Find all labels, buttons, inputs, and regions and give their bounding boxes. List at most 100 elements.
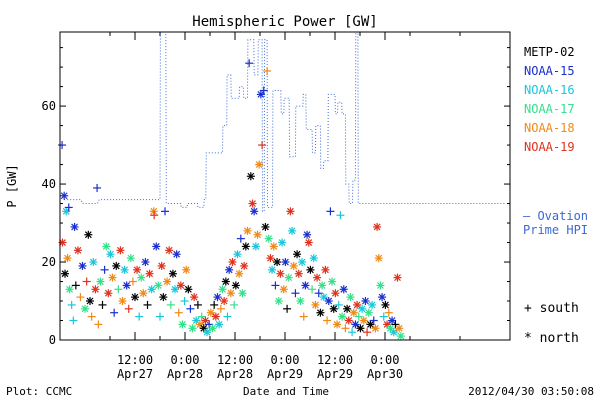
north-point — [104, 289, 113, 298]
north-point — [358, 304, 367, 313]
plot-source-label: Plot: CCMC — [6, 385, 72, 398]
y-tick-label: 60 — [42, 99, 56, 113]
north-point — [215, 320, 224, 329]
south-point — [67, 300, 76, 309]
north-point — [279, 285, 288, 294]
north-point — [116, 246, 125, 255]
north-point — [371, 324, 380, 333]
x-tick-date-label: Apr29 — [267, 367, 303, 381]
south-point — [100, 265, 109, 274]
north-point — [250, 207, 259, 216]
north-point — [201, 316, 210, 325]
north-point — [89, 258, 98, 267]
x-tick-date-label: Apr28 — [217, 367, 253, 381]
north-point — [298, 258, 307, 267]
x-tick-time-label: 12:00 — [317, 353, 353, 367]
x-tick-time-label: 12:00 — [117, 353, 153, 367]
north-point — [86, 297, 94, 306]
north-point — [208, 324, 217, 333]
north-point — [346, 293, 355, 302]
north-point — [324, 297, 333, 306]
north-point — [126, 254, 135, 263]
north-point — [286, 207, 295, 216]
north-point — [276, 269, 285, 278]
y-axis-label: P [GW] — [5, 164, 19, 207]
north-point — [141, 258, 150, 267]
north-point — [139, 289, 148, 298]
north-point — [163, 277, 172, 286]
south-point — [128, 277, 137, 286]
north-point — [393, 273, 402, 282]
north-point — [226, 289, 235, 298]
south-point — [369, 316, 378, 325]
north-point — [288, 226, 297, 235]
north-point — [316, 308, 325, 317]
north-point — [266, 254, 275, 263]
south-point — [308, 285, 317, 294]
north-point — [176, 281, 185, 290]
north-point — [171, 285, 179, 294]
x-tick-time-label: 0:00 — [371, 353, 400, 367]
north-point — [133, 265, 142, 274]
legend-metp-02: METP-02 — [524, 45, 575, 59]
south-point — [341, 324, 350, 333]
north-point — [240, 261, 249, 270]
north-point — [366, 320, 375, 329]
north-point — [344, 316, 353, 325]
north-point — [264, 234, 273, 243]
north-point — [304, 238, 313, 247]
north-point — [60, 191, 69, 200]
y-tick-label: 20 — [42, 255, 56, 269]
north-point — [178, 320, 187, 329]
south-point — [114, 285, 123, 294]
north-point — [241, 242, 250, 251]
north-point — [182, 265, 191, 274]
x-tick-time-label: 12:00 — [217, 353, 253, 367]
north-point — [168, 269, 177, 278]
south-point — [326, 207, 335, 216]
north-point — [284, 273, 293, 282]
north-point — [246, 172, 255, 181]
south-point — [143, 300, 152, 309]
south-point — [283, 304, 292, 313]
south-point — [336, 211, 345, 220]
north-point — [361, 297, 370, 306]
south-point — [230, 300, 239, 309]
south-point — [87, 312, 96, 321]
south-point — [82, 277, 91, 286]
south-point — [180, 297, 189, 306]
legend-ovation-line2: Prime HPI — [523, 223, 588, 237]
x-tick-time-label: 0:00 — [271, 353, 300, 367]
south-point — [291, 289, 300, 298]
north-point — [225, 265, 234, 274]
north-point — [70, 222, 79, 231]
north-point — [206, 308, 215, 317]
south-point — [259, 86, 268, 95]
north-point — [157, 261, 166, 270]
x-tick-date-label: Apr27 — [117, 367, 153, 381]
north-point — [395, 324, 404, 333]
north-point — [294, 269, 303, 278]
south-point — [271, 281, 280, 290]
north-point — [131, 293, 139, 302]
north-point — [293, 250, 302, 259]
south-point — [193, 300, 202, 309]
north-point — [102, 242, 111, 251]
north-point — [318, 281, 327, 290]
south-point — [323, 316, 332, 325]
north-point — [238, 289, 247, 298]
south-point — [236, 234, 245, 243]
north-point — [231, 281, 240, 290]
north-point — [273, 258, 282, 267]
north-point — [220, 297, 229, 306]
north-point — [306, 265, 315, 274]
north-point — [159, 293, 168, 302]
legend-noaa-16: NOAA-16 — [524, 83, 575, 97]
south-point — [391, 320, 400, 329]
north-point — [389, 328, 398, 337]
north-point — [106, 250, 115, 259]
north-point — [356, 324, 365, 333]
south-point — [245, 59, 254, 68]
south-point — [76, 293, 85, 302]
north-point — [301, 281, 310, 290]
